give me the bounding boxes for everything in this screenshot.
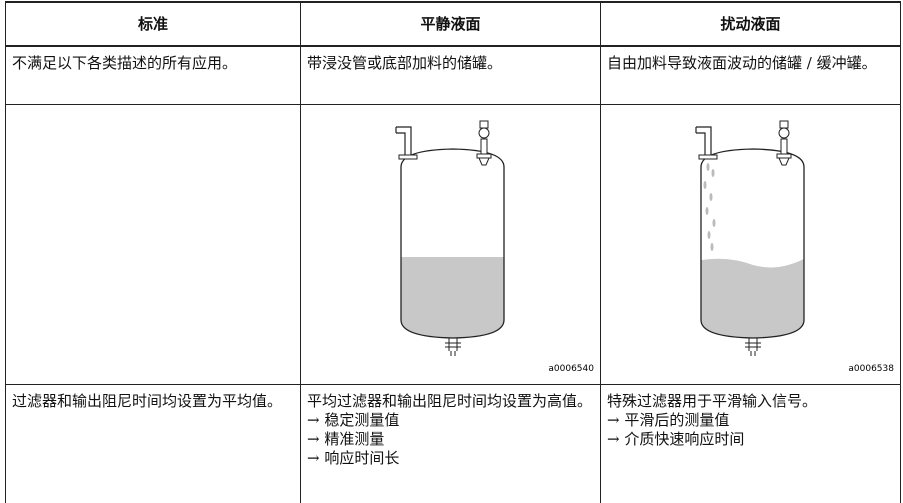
- figure-caption: a0006540: [548, 364, 594, 374]
- cell-text: 特殊过滤器用于平滑输入信号。: [607, 392, 894, 411]
- cell: a0006540: [301, 105, 601, 385]
- effect: → 响应时间长: [307, 449, 594, 468]
- cell: [6, 105, 301, 385]
- cell: 特殊过滤器用于平滑输入信号。→ 平滑后的测量值→ 介质快速响应时间: [601, 385, 901, 503]
- tank-turbulent: a0006538: [601, 105, 901, 379]
- header-cell: 平静液面: [301, 2, 601, 46]
- cell: a0006538: [601, 105, 901, 385]
- cell-text: 平均过滤器和输出阻尼时间均设置为高值。: [307, 392, 594, 411]
- cell: 不满足以下各类描述的所有应用。: [6, 46, 301, 105]
- cell: 自由加料导致液面波动的储罐 / 缓冲罐。: [601, 46, 901, 105]
- header-row: 标准 平静液面 扰动液面: [6, 2, 901, 46]
- cell: 平均过滤器和输出阻尼时间均设置为高值。→ 稳定测量值→ 精准测量→ 响应时间长: [301, 385, 601, 503]
- effect: → 稳定测量值: [307, 411, 594, 430]
- cell: 过滤器和输出阻尼时间均设置为平均值。: [6, 385, 301, 503]
- header-cell: 扰动液面: [601, 2, 901, 46]
- cell: 带浸没管或底部加料的储罐。: [301, 46, 601, 105]
- table: 标准 平静液面 扰动液面 不满足以下各类描述的所有应用。 带浸没管或底部加料的储…: [5, 1, 901, 503]
- figure-row: a0006540 a0006538: [6, 105, 901, 385]
- description-row: 不满足以下各类描述的所有应用。 带浸没管或底部加料的储罐。 自由加料导致液面波动…: [6, 46, 901, 105]
- header-cell: 标准: [6, 2, 301, 46]
- tank-calm: a0006540: [301, 105, 601, 379]
- effect: → 介质快速响应时间: [607, 430, 894, 449]
- cell-text: 过滤器和输出阻尼时间均设置为平均值。: [12, 392, 294, 411]
- effect: → 平滑后的测量值: [607, 411, 894, 430]
- effect: → 精准测量: [307, 430, 594, 449]
- figure-caption: a0006538: [848, 364, 894, 374]
- settings-row: 过滤器和输出阻尼时间均设置为平均值。 平均过滤器和输出阻尼时间均设置为高值。→ …: [6, 385, 901, 503]
